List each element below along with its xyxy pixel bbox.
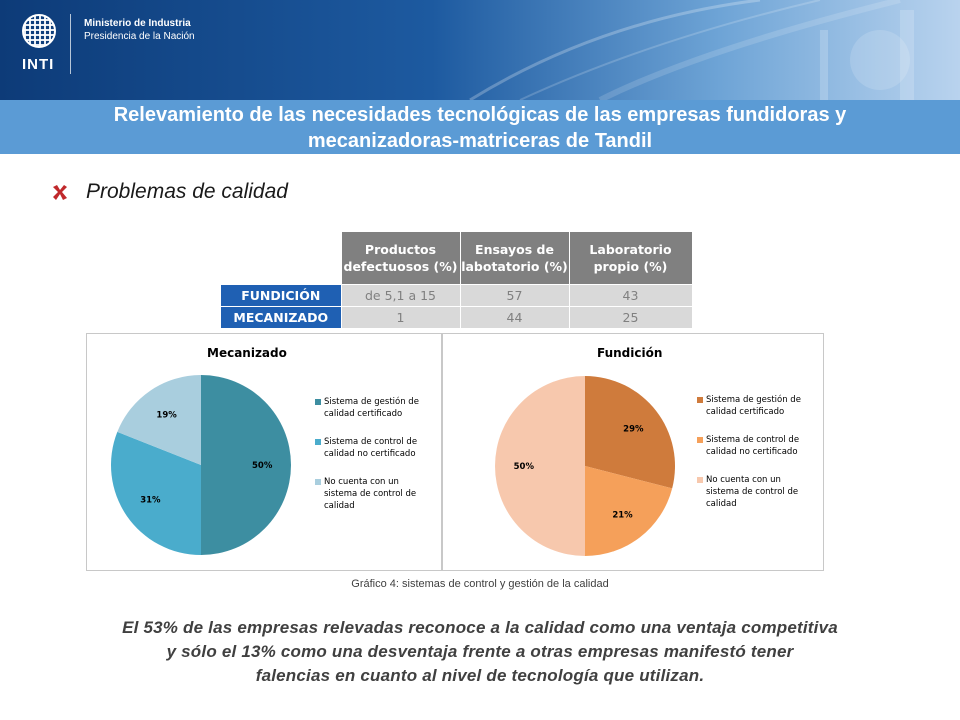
legend-label: Sistema de control de calidad no certific… — [324, 436, 434, 460]
title-bar — [0, 100, 960, 154]
legend-fundicion: Sistema de gestión de calidad certificado… — [697, 394, 819, 544]
footer-text: El 53% de las empresas relevadas reconoc… — [20, 616, 940, 688]
footer-line1: El 53% de las empresas relevadas reconoc… — [122, 618, 838, 637]
table-header-row: Productos defectuosos (%) Ensayos de lab… — [220, 231, 693, 285]
col-header-line: labotatorio (%) — [461, 259, 568, 274]
legend-label-line: sistema de control de — [324, 489, 417, 499]
quality-table: Productos defectuosos (%) Ensayos de lab… — [220, 231, 693, 329]
pie-data-label: 29% — [623, 424, 644, 434]
legend-label-line: calidad — [324, 501, 355, 511]
col-header-ensayos: Ensayos de labotatorio (%) — [459, 231, 570, 285]
pie-slice — [111, 431, 201, 555]
legend-label-line: calidad certificado — [706, 407, 785, 417]
ministry-line2: Presidencia de la Nación — [84, 31, 195, 42]
legend-label: Sistema de gestión de calidad certificado — [324, 396, 434, 420]
table-corner — [220, 231, 341, 285]
legend-label: Sistema de control de calidad no certific… — [706, 434, 816, 458]
table-row: MECANIZADO 1 44 25 — [220, 306, 693, 329]
header-banner: INTI Ministerio de Industria Presidencia… — [0, 0, 960, 100]
row-header-mecanizado: MECANIZADO — [220, 306, 342, 329]
table-cell: 25 — [568, 306, 693, 329]
legend-label-line: calidad no certificado — [706, 447, 798, 457]
legend-label-line: calidad — [706, 499, 737, 509]
pie-slice — [201, 375, 291, 555]
banner-decoration — [469, 0, 914, 100]
col-header-line: Ensayos de — [475, 242, 554, 257]
legend-swatch — [697, 477, 703, 483]
legend-swatch — [315, 479, 321, 485]
footer-line2: y sólo el 13% como una desventaja frente… — [166, 642, 794, 661]
chart-title-mecanizado: Mecanizado — [207, 346, 287, 360]
pie-data-label: 31% — [140, 495, 161, 505]
pie-data-label: 19% — [156, 410, 177, 420]
pie-mecanizado: 50% 31% 19% — [111, 375, 291, 555]
ministry-line1: Ministerio de Industria — [84, 18, 191, 29]
pie-data-label: 21% — [612, 510, 633, 520]
col-header-line: Laboratorio — [589, 242, 672, 257]
legend-label-line: calidad no certificado — [324, 449, 416, 459]
legend-swatch — [315, 439, 321, 445]
slide-title-line2: mecanizadoras-matriceras de Tandil — [307, 130, 653, 152]
pie-slice — [585, 376, 675, 489]
inti-logo-text: INTI — [22, 56, 55, 73]
legend-label-line: No cuenta con un — [706, 475, 781, 485]
row-header-fundicion: FUNDICIÓN — [220, 284, 342, 307]
legend-label-line: No cuenta con un — [324, 477, 399, 487]
legend-label-line: sistema de control de — [706, 487, 799, 497]
col-header-line: propio (%) — [593, 259, 668, 274]
section-heading: Problemas de calidad — [86, 180, 288, 203]
legend-swatch — [697, 397, 703, 403]
legend-label-line: Sistema de gestión de — [706, 395, 801, 405]
table-cell: de 5,1 a 15 — [340, 284, 461, 307]
legend-label-line: Sistema de control de — [706, 435, 800, 445]
col-header-line: defectuosos (%) — [343, 259, 458, 274]
table-cell: 43 — [568, 284, 693, 307]
pie-slice — [117, 375, 201, 465]
legend-label: No cuenta con un sistema de control de cal… — [706, 474, 816, 510]
pie-slice — [495, 376, 585, 556]
legend-label-line: Sistema de control de — [324, 437, 418, 447]
ministry-label: Ministerio de Industria Presidencia de l… — [84, 17, 195, 43]
pie-slice — [585, 466, 673, 556]
legend-mecanizado: Sistema de gestión de calidad certificado… — [315, 396, 437, 546]
legend-label-line: Sistema de gestión de — [324, 397, 419, 407]
col-header-productos: Productos defectuosos (%) — [340, 231, 461, 285]
x-bullet-icon — [53, 185, 67, 200]
pie-fundicion: 29% 21% 50% — [495, 376, 675, 556]
table-cell: 44 — [459, 306, 570, 329]
footer-line3: falencias en cuanto al nivel de tecnolog… — [255, 666, 705, 685]
legend-label: No cuenta con un sistema de control de cal… — [324, 476, 434, 512]
legend-swatch — [697, 437, 703, 443]
slide-title: Relevamiento de las necesidades tecnológ… — [0, 102, 960, 154]
chart-mecanizado: Mecanizado 50% 31% 19% Sistema de gestión … — [86, 333, 442, 571]
pie-data-label: 50% — [252, 461, 273, 471]
slide-title-line1: Relevamiento de las necesidades tecnológ… — [113, 104, 847, 126]
table-cell: 57 — [459, 284, 570, 307]
chart-fundicion: Fundición 29% 21% 50% Sistema de gestión d… — [442, 333, 824, 571]
logo-divider — [70, 14, 71, 74]
inti-logo-icon — [22, 14, 56, 48]
legend-label: Sistema de gestión de calidad certificado — [706, 394, 816, 418]
col-header-line: Productos — [364, 242, 437, 257]
legend-label-line: calidad certificado — [324, 409, 403, 419]
chart-caption: Gráfico 4: sistemas de control y gestión… — [351, 578, 609, 590]
chart-title-fundicion: Fundición — [597, 346, 663, 360]
table-row: FUNDICIÓN de 5,1 a 15 57 43 — [220, 284, 693, 307]
col-header-laboratorio: Laboratorio propio (%) — [568, 231, 693, 285]
legend-swatch — [315, 399, 321, 405]
pie-data-label: 50% — [514, 462, 535, 472]
table-cell: 1 — [340, 306, 461, 329]
